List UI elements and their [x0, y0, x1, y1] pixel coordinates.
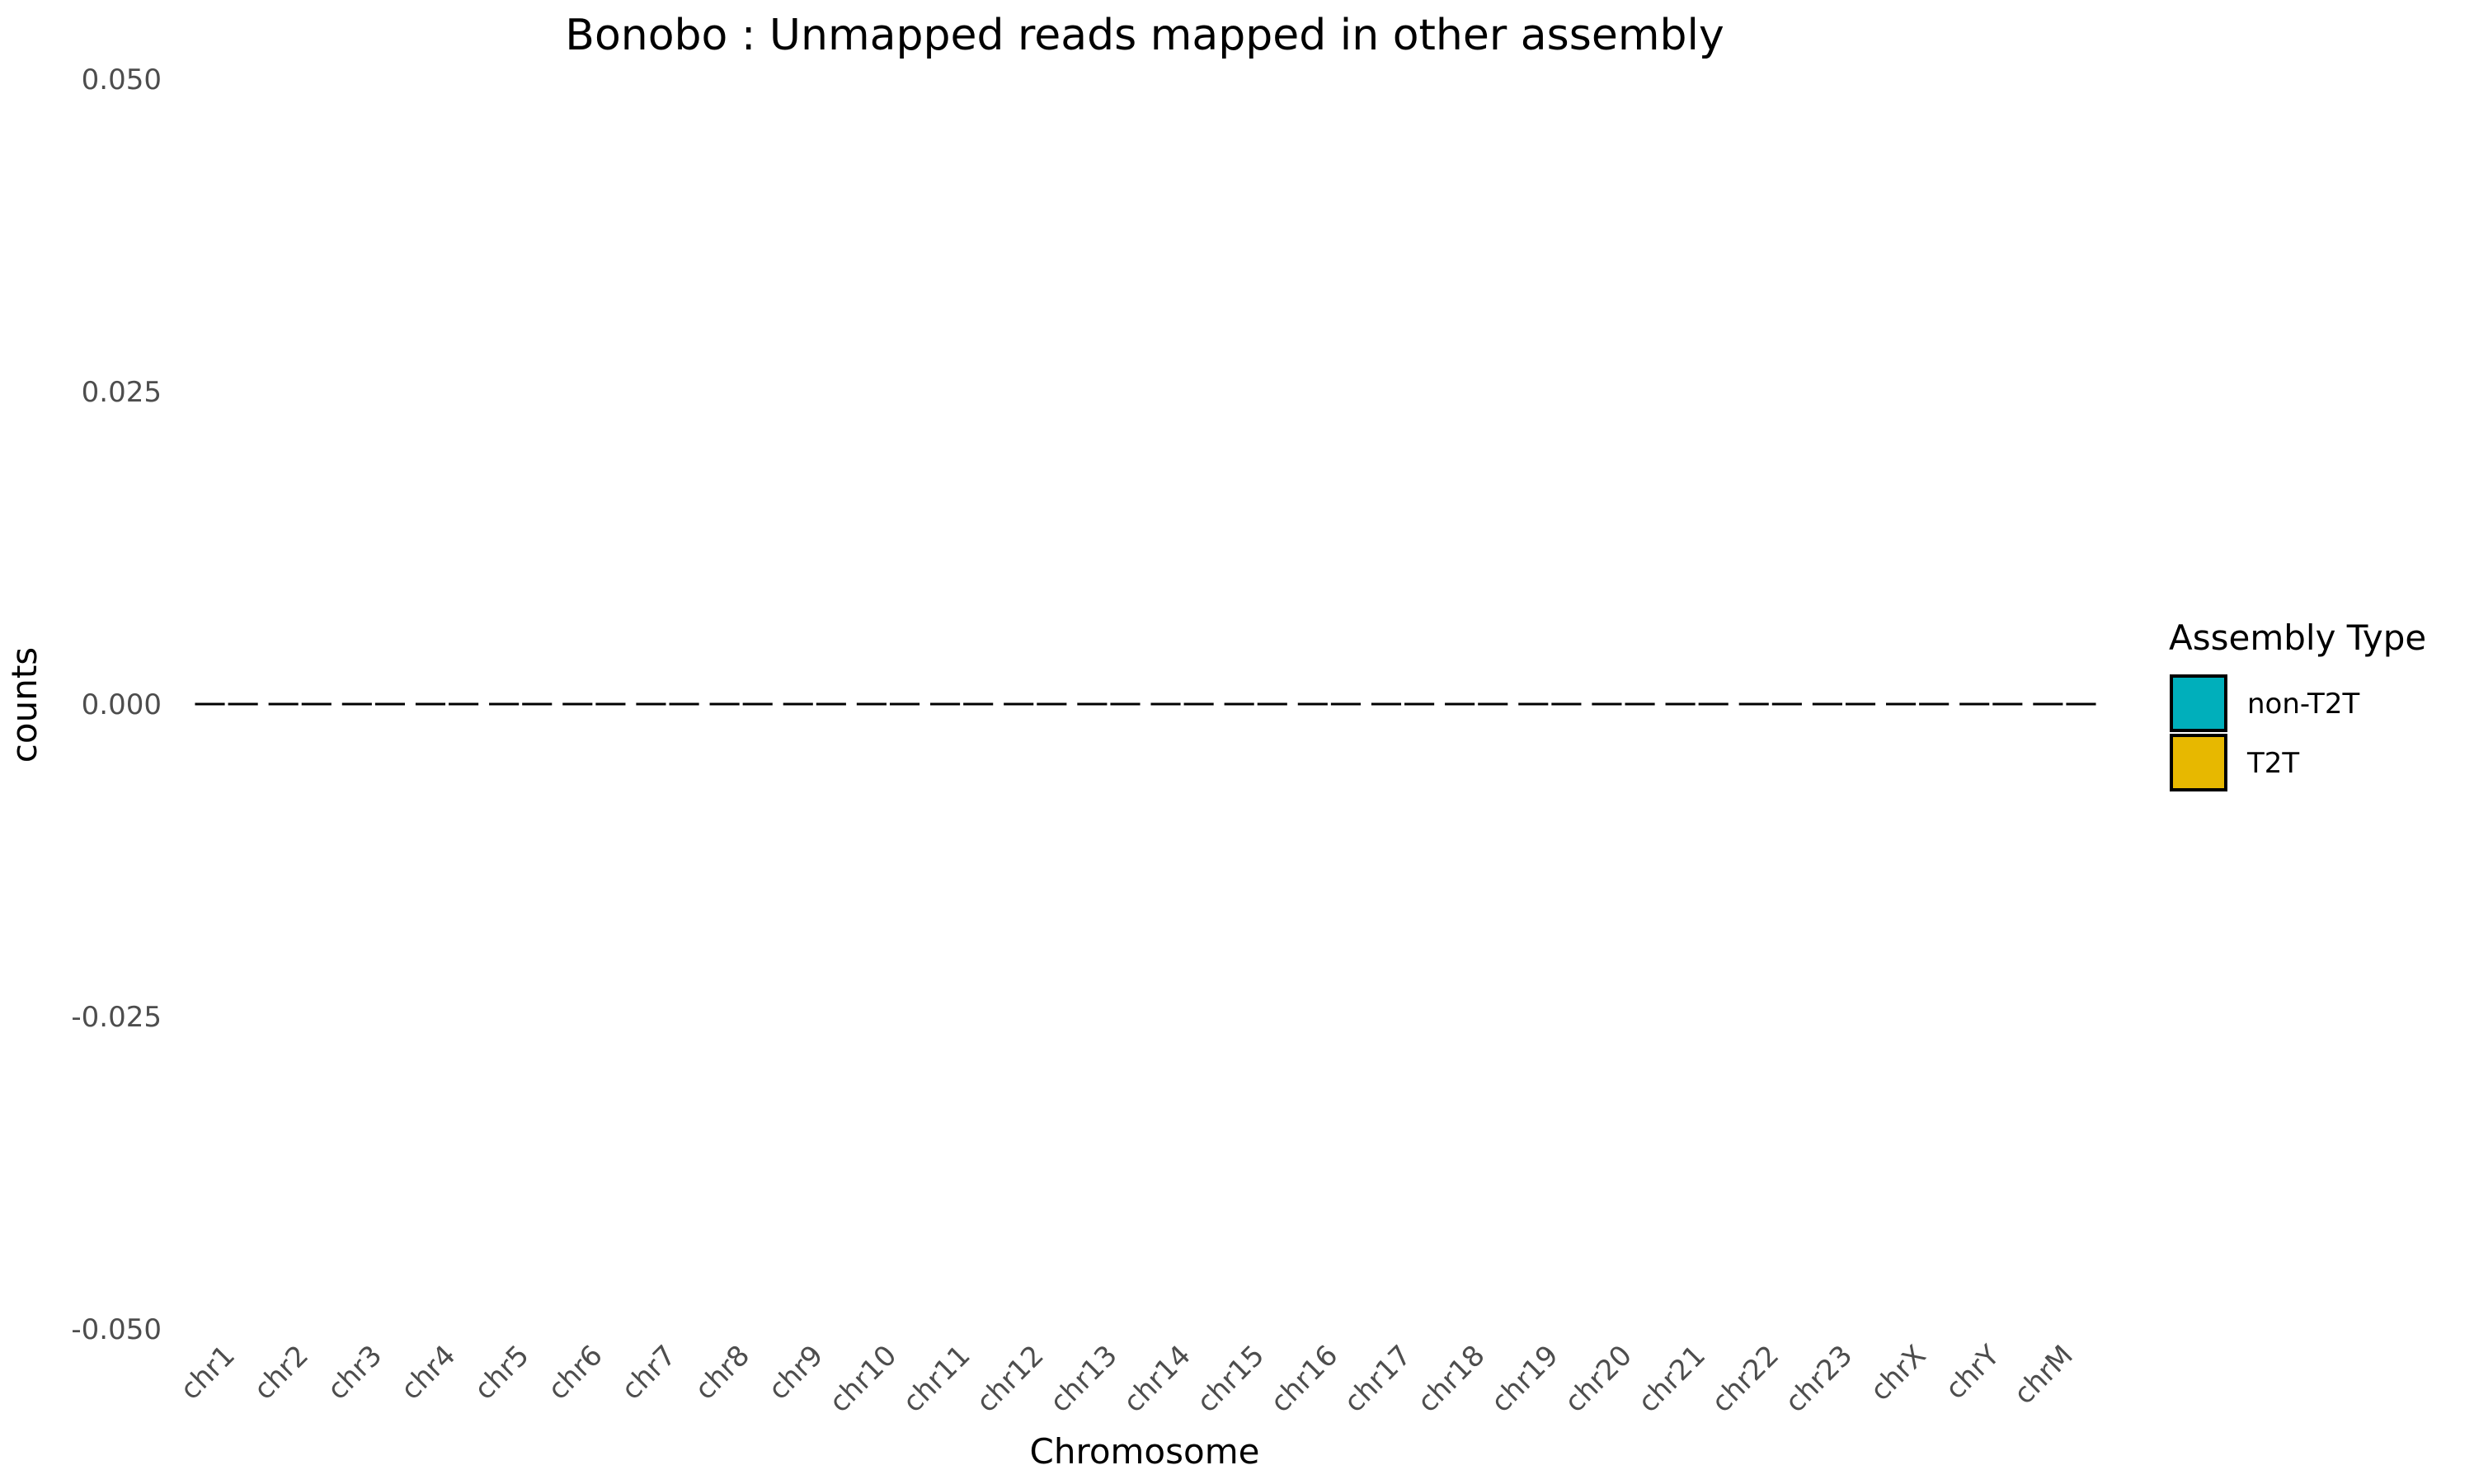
bar-T2T-chr9 — [816, 702, 846, 706]
y-axis-title: counts — [4, 647, 45, 763]
bar-non-T2T-chr8 — [709, 702, 740, 706]
x-tick-label: chr20 — [1559, 1339, 1639, 1419]
bar-non-T2T-chrM — [2033, 702, 2063, 706]
bar-non-T2T-chr18 — [1445, 702, 1475, 706]
bar-T2T-chrY — [1992, 702, 2023, 706]
x-tick-label: chrY — [1939, 1339, 2006, 1406]
bar-T2T-chr23 — [1845, 702, 1876, 706]
bar-non-T2T-chr17 — [1371, 702, 1402, 706]
x-tick-label: chr8 — [689, 1339, 756, 1407]
bar-non-T2T-chr6 — [562, 702, 593, 706]
x-tick-label: chr14 — [1117, 1339, 1197, 1419]
bar-T2T-chr1 — [228, 702, 258, 706]
x-tick-label: chr7 — [615, 1339, 683, 1407]
bar-T2T-chr22 — [1771, 702, 1802, 706]
bar-non-T2T-chr22 — [1738, 702, 1769, 706]
bar-T2T-chr8 — [742, 702, 773, 706]
bar-non-T2T-chrX — [1885, 702, 1917, 706]
y-axis-ticks: 0.050 0.025 0.000 -0.025 -0.050 — [71, 63, 162, 1346]
bar-T2T-chr17 — [1404, 702, 1435, 706]
legend-key-non-T2T — [2170, 674, 2227, 732]
bar-non-T2T-chr23 — [1812, 702, 1842, 706]
y-tick-label: 0.025 — [82, 376, 162, 409]
bar-non-T2T-chr13 — [1077, 702, 1108, 706]
bar-non-T2T-chr5 — [489, 702, 520, 706]
x-tick-label: chrX — [1864, 1339, 1932, 1407]
x-tick-label: chr11 — [896, 1339, 976, 1419]
x-tick-label: chrM — [2007, 1339, 2079, 1411]
bar-T2T-chr7 — [669, 702, 699, 706]
y-tick-label: -0.025 — [71, 1001, 162, 1034]
legend-label: T2T — [2246, 747, 2299, 780]
bar-non-T2T-chr3 — [341, 702, 372, 706]
bar-T2T-chr2 — [301, 702, 332, 706]
bar-non-T2T-chr11 — [929, 702, 961, 706]
bar-T2T-chr16 — [1330, 702, 1362, 706]
x-tick-label: chr19 — [1484, 1339, 1564, 1419]
x-tick-label: chr6 — [542, 1339, 609, 1407]
bar-T2T-chr21 — [1698, 702, 1729, 706]
bar-non-T2T-chrY — [1959, 702, 1990, 706]
legend-label: non-T2T — [2247, 688, 2359, 721]
x-tick-label: chr5 — [468, 1339, 536, 1407]
bar-T2T-chr15 — [1257, 702, 1287, 706]
x-tick-label: chr18 — [1411, 1339, 1491, 1419]
chart-title: Bonobo : Unmapped reads mapped in other … — [565, 11, 1724, 60]
bar-non-T2T-chr14 — [1150, 702, 1181, 706]
bar-non-T2T-chr16 — [1297, 702, 1328, 706]
x-tick-label: chr16 — [1264, 1339, 1344, 1419]
bar-T2T-chr19 — [1551, 702, 1582, 706]
bar-non-T2T-chr9 — [783, 702, 813, 706]
bar-T2T-chr13 — [1110, 702, 1141, 706]
x-tick-label: chr17 — [1338, 1339, 1418, 1419]
x-tick-label: chr22 — [1705, 1339, 1785, 1419]
bar-non-T2T-chr15 — [1224, 702, 1254, 706]
bar-T2T-chr10 — [889, 702, 920, 706]
legend-key-T2T — [2170, 734, 2227, 791]
bar-T2T-chrX — [1919, 702, 1950, 706]
x-tick-label: chr12 — [970, 1339, 1050, 1419]
legend-title: Assembly Type — [2169, 618, 2426, 658]
x-tick-label: chr21 — [1632, 1339, 1712, 1419]
bar-T2T-chr20 — [1625, 702, 1655, 706]
x-tick-label: chr9 — [762, 1339, 830, 1407]
x-tick-label: chr4 — [394, 1339, 462, 1407]
x-axis-ticks: chr1 chr2 chr3 chr4 chr5 chr6 chr7 chr8 chr9chr1… — [174, 1339, 2080, 1419]
x-axis-title: Chromosome — [1030, 1431, 1260, 1472]
y-tick-label: 0.000 — [82, 688, 162, 721]
bar-non-T2T-chr1 — [195, 702, 225, 706]
x-tick-label: chr1 — [174, 1339, 242, 1407]
bar-non-T2T-chr7 — [636, 702, 666, 706]
x-tick-label: chr3 — [321, 1339, 388, 1407]
y-tick-label: 0.050 — [82, 63, 162, 96]
bar-non-T2T-chr12 — [1004, 702, 1034, 706]
bar-non-T2T-chr19 — [1518, 702, 1549, 706]
bar-T2T-chr14 — [1183, 702, 1214, 706]
bar-non-T2T-chr2 — [268, 702, 299, 706]
x-tick-label: chr10 — [823, 1339, 903, 1419]
bar-T2T-chr4 — [449, 702, 479, 706]
x-tick-label: chr23 — [1779, 1339, 1859, 1419]
bar-non-T2T-chr20 — [1592, 702, 1622, 706]
bar-non-T2T-chr21 — [1665, 702, 1696, 706]
bar-non-T2T-chr4 — [415, 702, 446, 706]
bar-T2T-chr18 — [1478, 702, 1508, 706]
bar-T2T-chr12 — [1037, 702, 1067, 706]
x-tick-label: chr15 — [1191, 1339, 1271, 1419]
bar-T2T-chrM — [2066, 702, 2096, 706]
bar-T2T-chr3 — [374, 702, 406, 706]
x-tick-label: chr13 — [1044, 1339, 1124, 1419]
bar-T2T-chr5 — [522, 702, 553, 706]
x-tick-label: chr2 — [247, 1339, 315, 1407]
legend: Assembly Type non-T2T T2T — [2169, 618, 2426, 791]
bars — [195, 702, 2096, 706]
bar-non-T2T-chr10 — [856, 702, 887, 706]
y-tick-label: -0.050 — [71, 1313, 162, 1346]
bar-T2T-chr11 — [963, 702, 994, 706]
bar-T2T-chr6 — [595, 702, 626, 706]
